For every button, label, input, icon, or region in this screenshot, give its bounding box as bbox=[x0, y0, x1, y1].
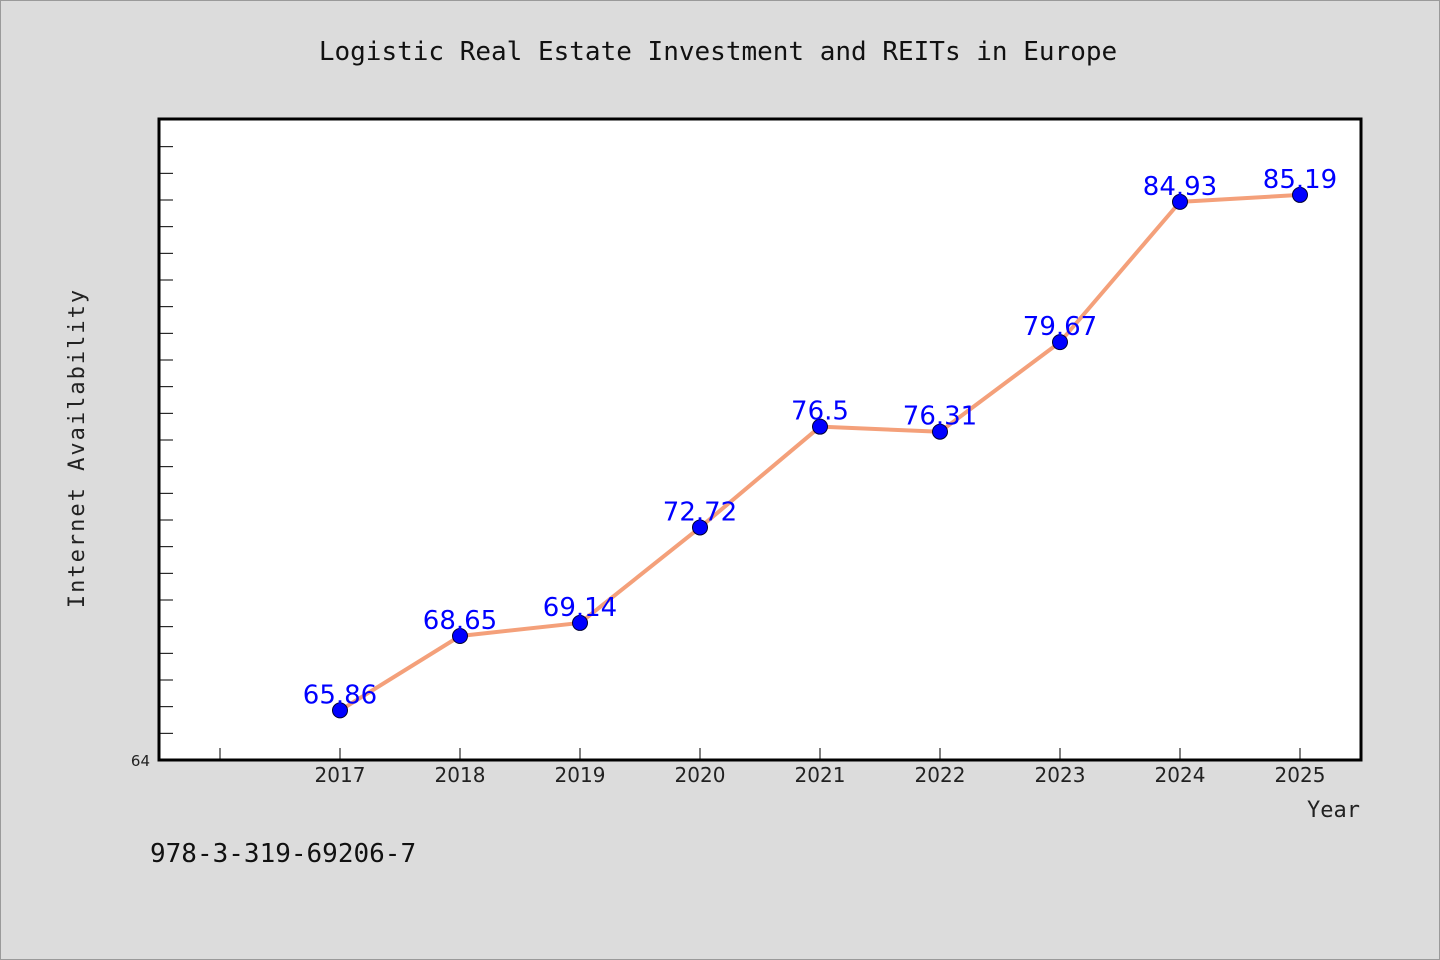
data-point-marker bbox=[812, 418, 828, 435]
data-label: 85.19 bbox=[1263, 165, 1337, 195]
data-label: 69.14 bbox=[543, 593, 617, 623]
data-label: 76.5 bbox=[791, 397, 849, 427]
data-point-marker bbox=[332, 702, 348, 719]
data-label: 65.86 bbox=[303, 680, 377, 710]
isbn-footnote: 978-3-319-69206-7 bbox=[150, 839, 416, 869]
data-label: 68.65 bbox=[423, 606, 497, 636]
x-axis-label: Year bbox=[1307, 798, 1360, 823]
plot-area bbox=[157, 117, 1363, 762]
x-tick-label: 2017 bbox=[315, 763, 366, 787]
data-label: 76.31 bbox=[903, 402, 977, 432]
y-axis-ticks bbox=[160, 146, 173, 761]
data-point-marker bbox=[692, 519, 708, 536]
data-point-marker bbox=[1052, 334, 1068, 351]
data-point-marker bbox=[1172, 193, 1188, 210]
x-tick-label: 2024 bbox=[1155, 763, 1206, 787]
x-tick-label: 2022 bbox=[915, 763, 966, 787]
data-label: 79.67 bbox=[1023, 312, 1097, 342]
chart-title: Logistic Real Estate Investment and REIT… bbox=[319, 37, 1117, 67]
x-tick-label: 2019 bbox=[555, 763, 606, 787]
y-axis-label: Internet Availability bbox=[65, 288, 90, 608]
x-tick-label: 2018 bbox=[435, 763, 486, 787]
x-tick-label: 2023 bbox=[1035, 763, 1086, 787]
series-layer: 65.86 68.65 69.14 72.72 76.5 76.31 79.67 84.93 8… bbox=[303, 165, 1337, 719]
data-label: 84.93 bbox=[1143, 172, 1217, 202]
x-tick-label: 2021 bbox=[795, 763, 846, 787]
data-point-marker bbox=[932, 423, 948, 440]
x-tick-label: 2020 bbox=[675, 763, 726, 787]
x-tick-label: 2025 bbox=[1275, 763, 1326, 787]
y-tick-label: 64 bbox=[131, 752, 150, 770]
data-point-marker bbox=[452, 628, 468, 644]
data-label: 72.72 bbox=[663, 497, 737, 527]
data-point-marker bbox=[1292, 186, 1308, 203]
data-point-marker bbox=[572, 614, 588, 631]
x-axis-ticks: 2017 2018 2019 2020 2021 2022 2023 2024 2025 bbox=[219, 748, 1326, 787]
